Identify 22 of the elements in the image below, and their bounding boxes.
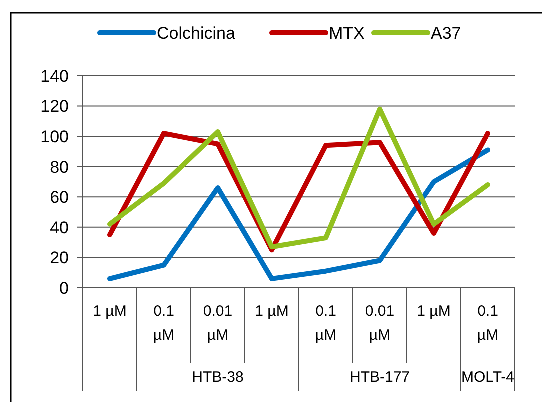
x-tick-label: 1 µM — [255, 303, 289, 320]
text: MOLT-4 — [461, 369, 515, 386]
x-tick-label: 0.01 µM — [203, 303, 233, 344]
y-tick-label: 100 — [40, 128, 69, 147]
y-tick-label: 120 — [40, 97, 69, 116]
y-tick-label: 0 — [60, 278, 69, 298]
text: HTB-177 — [350, 369, 410, 386]
y-tick-label: 80 — [50, 158, 69, 177]
x-tick-label: 1 µM — [417, 303, 451, 320]
x-tick-label: 0.1 µM — [153, 303, 175, 344]
text: HTB-38 — [192, 369, 244, 386]
legend-label: A37 — [431, 24, 462, 43]
y-tick-label: 40 — [50, 218, 69, 238]
x-tick-label: 0.1 µM — [315, 303, 337, 344]
legend-label: Colchicina — [157, 24, 236, 43]
y-tick-label: 140 — [40, 66, 69, 86]
x-tick-label: 0.1 µM — [477, 303, 499, 344]
y-tick-label: 20 — [50, 248, 69, 268]
x-tick-label: 0.01 µM — [365, 303, 395, 344]
legend-label: MTX — [329, 24, 365, 43]
x-tick-label: 1 µM — [93, 303, 127, 320]
y-tick-label: 60 — [50, 188, 69, 208]
